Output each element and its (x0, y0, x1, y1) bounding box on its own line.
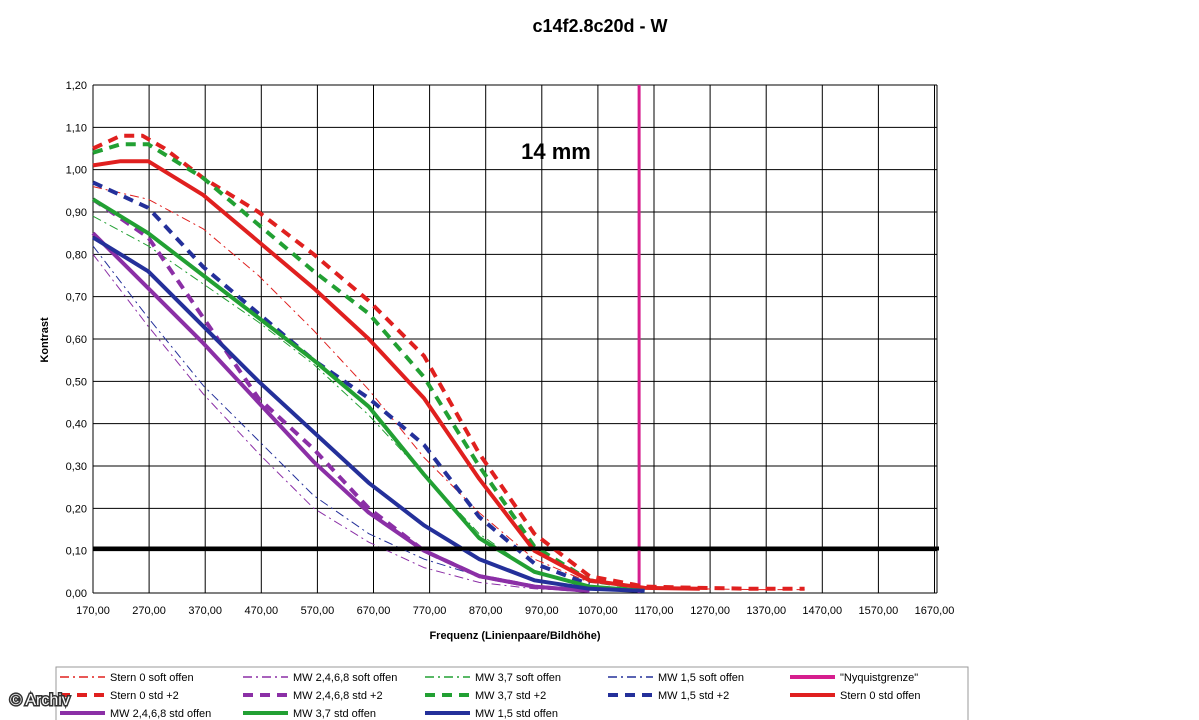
legend-label-2: MW 3,7 soft offen (475, 672, 561, 684)
y-tick-label: 0,90 (66, 207, 87, 219)
x-tick-label: 170,00 (76, 605, 110, 617)
y-tick-label: 1,00 (66, 165, 87, 177)
legend-label-8: MW 1,5 std +2 (658, 690, 729, 702)
legend-label-6: MW 2,4,6,8 std +2 (293, 690, 383, 702)
legend-label-4: "Nyquistgrenze" (840, 672, 918, 684)
y-tick-label: 0,20 (66, 503, 87, 515)
x-tick-label: 1570,00 (859, 605, 899, 617)
x-axis-label: Frequenz (Linienpaare/Bildhöhe) (429, 630, 600, 642)
y-tick-label: 0,00 (66, 588, 87, 600)
y-tick-label: 0,40 (66, 419, 87, 431)
x-tick-labels: 170,00 270,00 370,00 470,00 570,00 670,00 770,… (76, 605, 954, 617)
y-axis-label: Kontrast (39, 317, 51, 363)
series-line-6 (91, 197, 590, 593)
series-line-3 (92, 245, 590, 592)
x-tick-label: 670,00 (357, 605, 391, 617)
x-tick-label: 270,00 (132, 605, 166, 617)
legend-label-0: Stern 0 soft offen (110, 672, 194, 684)
series-line-11 (91, 197, 645, 593)
series-line-7 (92, 142, 645, 591)
legend-label-9: Stern 0 std offen (840, 690, 921, 702)
copyright-text: © Archiv (10, 692, 70, 709)
focal-length-annotation: 14 mm (521, 139, 591, 164)
series-line-8 (92, 180, 591, 587)
y-tick-label: 1,10 (66, 122, 87, 134)
x-tick-label: 770,00 (413, 605, 447, 617)
y-tick-label: 1,20 (66, 80, 87, 92)
y-tick-label: 0,10 (66, 546, 87, 558)
y-tick-label: 0,50 (66, 376, 87, 388)
x-tick-label: 1370,00 (746, 605, 786, 617)
x-tick-label: 1670,00 (915, 605, 955, 617)
y-tick-label: 0,70 (66, 292, 87, 304)
series-line-9 (92, 159, 700, 591)
x-tick-label: 570,00 (301, 605, 335, 617)
legend-label-10: MW 2,4,6,8 std offen (110, 708, 211, 720)
x-tick-label: 1270,00 (690, 605, 730, 617)
series-line-2 (92, 215, 590, 588)
series-line-5 (92, 133, 805, 591)
grid (92, 84, 938, 594)
legend: Stern 0 soft offen MW 2,4,6,8 soft offen M… (60, 672, 921, 720)
legend-label-5: Stern 0 std +2 (110, 690, 179, 702)
legend-label-3: MW 1,5 soft offen (658, 672, 744, 684)
x-tick-label: 970,00 (525, 605, 559, 617)
y-tick-label: 0,30 (66, 461, 87, 473)
y-tick-label: 0,60 (66, 334, 87, 346)
legend-label-7: MW 3,7 std +2 (475, 690, 546, 702)
chart-title: c14f2.8c20d - W (532, 16, 667, 36)
series-line-1 (92, 253, 590, 592)
legend-label-1: MW 2,4,6,8 soft offen (293, 672, 397, 684)
y-tick-label: 0,80 (66, 249, 87, 261)
series-line-12 (91, 235, 645, 593)
copyright-watermark: © Archiv (9, 691, 72, 711)
legend-label-11: MW 3,7 std offen (293, 708, 376, 720)
legend-label-12: MW 1,5 std offen (475, 708, 558, 720)
series-line-10 (91, 231, 590, 593)
x-tick-label: 1070,00 (578, 605, 618, 617)
series-lines (91, 85, 805, 593)
x-tick-label: 370,00 (188, 605, 222, 617)
series-line-0 (92, 186, 805, 591)
x-tick-label: 470,00 (244, 605, 278, 617)
x-tick-label: 1170,00 (635, 605, 674, 617)
x-tick-label: 870,00 (469, 605, 503, 617)
x-tick-label: 1470,00 (802, 605, 842, 617)
y-tick-labels: 0,00 0,10 0,20 0,30 0,40 0,50 0,60 0,70 0,80 0,90… (66, 80, 87, 600)
